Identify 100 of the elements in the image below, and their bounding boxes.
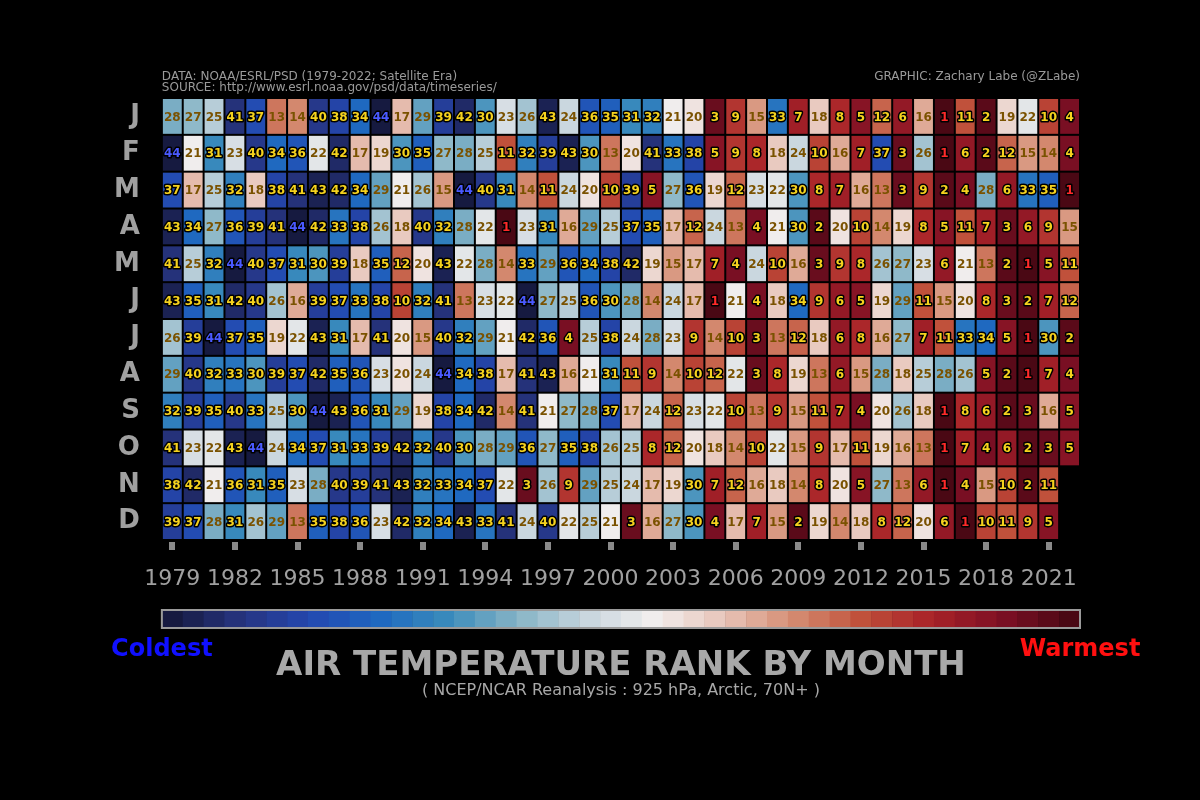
data-label: 8	[961, 404, 970, 419]
data-label: 42	[330, 183, 348, 198]
data-label: 17	[184, 183, 202, 198]
data-label: 12	[664, 441, 682, 456]
data-label: 9	[773, 404, 782, 419]
data-label: 27	[894, 256, 911, 271]
data-label: 27	[664, 514, 682, 529]
data-label: 43	[310, 330, 327, 345]
data-label: 2	[981, 146, 991, 161]
y-tick-label: M	[114, 172, 140, 203]
data-label: 40	[435, 441, 452, 456]
data-label: 6	[940, 256, 949, 271]
data-label: 38	[163, 477, 181, 492]
data-label: 44	[205, 330, 223, 345]
data-label: 10	[769, 256, 786, 271]
data-label: 42	[518, 330, 536, 345]
data-label: 26	[372, 220, 390, 235]
data-label: 31	[623, 109, 640, 124]
data-label: 21	[184, 146, 202, 161]
data-label: 40	[247, 293, 265, 308]
y-tick-label: J	[128, 99, 140, 130]
data-label: 31	[372, 404, 390, 419]
data-label: 44	[310, 404, 327, 419]
data-label: 24	[414, 367, 432, 382]
data-label: 40	[310, 109, 327, 124]
data-label: 13	[894, 477, 911, 492]
x-tick-label: 1979	[144, 564, 201, 590]
data-label: 16	[873, 330, 891, 345]
data-label: 28	[476, 441, 494, 456]
data-label: 24	[706, 220, 724, 235]
data-label: 15	[977, 477, 995, 492]
data-label: 5	[1065, 404, 1074, 419]
data-label: 23	[915, 256, 932, 271]
data-label: 15	[1061, 220, 1078, 235]
y-tick-label: S	[121, 393, 140, 424]
data-label: 25	[268, 404, 285, 419]
data-label: 10	[685, 367, 703, 382]
data-label: 41	[289, 183, 306, 198]
data-label: 42	[226, 293, 244, 308]
data-label: 12	[998, 146, 1016, 161]
data-label: 36	[560, 256, 578, 271]
data-label: 39	[268, 367, 285, 382]
data-label: 24	[518, 514, 536, 529]
data-label: 28	[623, 293, 640, 308]
data-label: 38	[330, 514, 348, 529]
data-label: 5	[856, 477, 866, 492]
data-label: 35	[414, 146, 432, 161]
data-label: 20	[393, 330, 411, 345]
data-label: 44	[456, 183, 473, 198]
data-label: 10	[998, 477, 1016, 492]
data-label: 34	[581, 256, 598, 271]
y-tick-label: A	[119, 357, 140, 387]
data-label: 25	[602, 220, 619, 235]
data-label: 22	[1019, 109, 1037, 124]
data-label: 28	[476, 256, 494, 271]
data-label: 4	[564, 330, 573, 345]
data-label: 27	[894, 330, 911, 345]
x-tick-label: 1997	[519, 564, 576, 590]
data-label: 19	[414, 404, 432, 419]
data-label: 20	[873, 404, 891, 419]
data-label: 20	[623, 146, 640, 161]
data-label: 24	[623, 330, 640, 345]
data-label: 30	[602, 293, 619, 308]
data-label: 36	[685, 183, 703, 198]
data-label: 1	[501, 220, 511, 235]
data-label: 28	[456, 220, 473, 235]
data-label: 42	[330, 146, 348, 161]
data-label: 14	[497, 256, 515, 271]
data-label: 40	[539, 514, 557, 529]
data-label: 28	[977, 183, 995, 198]
data-label: 44	[226, 256, 244, 271]
data-label: 16	[643, 514, 661, 529]
data-label: 10	[748, 441, 765, 456]
data-label: 16	[1040, 404, 1058, 419]
data-label: 11	[956, 109, 974, 124]
data-label: 35	[643, 220, 661, 235]
data-label: 39	[351, 477, 369, 492]
data-label: 28	[205, 514, 223, 529]
data-label: 41	[226, 109, 244, 124]
data-label: 17	[351, 146, 369, 161]
color-bar-label: Coldest	[111, 634, 213, 663]
data-label: 41	[497, 514, 515, 529]
data-label: 4	[1065, 109, 1074, 124]
data-label: 2	[940, 183, 949, 198]
data-label: 18	[810, 109, 828, 124]
data-label: 39	[247, 220, 265, 235]
data-label: 42	[476, 404, 494, 419]
data-label: 8	[856, 330, 866, 345]
data-label: 28	[643, 330, 661, 345]
data-label: 32	[226, 183, 244, 198]
data-label: 8	[856, 256, 866, 271]
data-label: 23	[664, 330, 682, 345]
data-label: 35	[310, 514, 327, 529]
data-label: 30	[789, 183, 807, 198]
data-label: 29	[393, 404, 411, 419]
data-label: 24	[748, 256, 765, 271]
data-label: 2	[1002, 404, 1012, 419]
data-label: 20	[414, 256, 432, 271]
data-label: 36	[289, 146, 306, 161]
data-label: 8	[877, 514, 886, 529]
